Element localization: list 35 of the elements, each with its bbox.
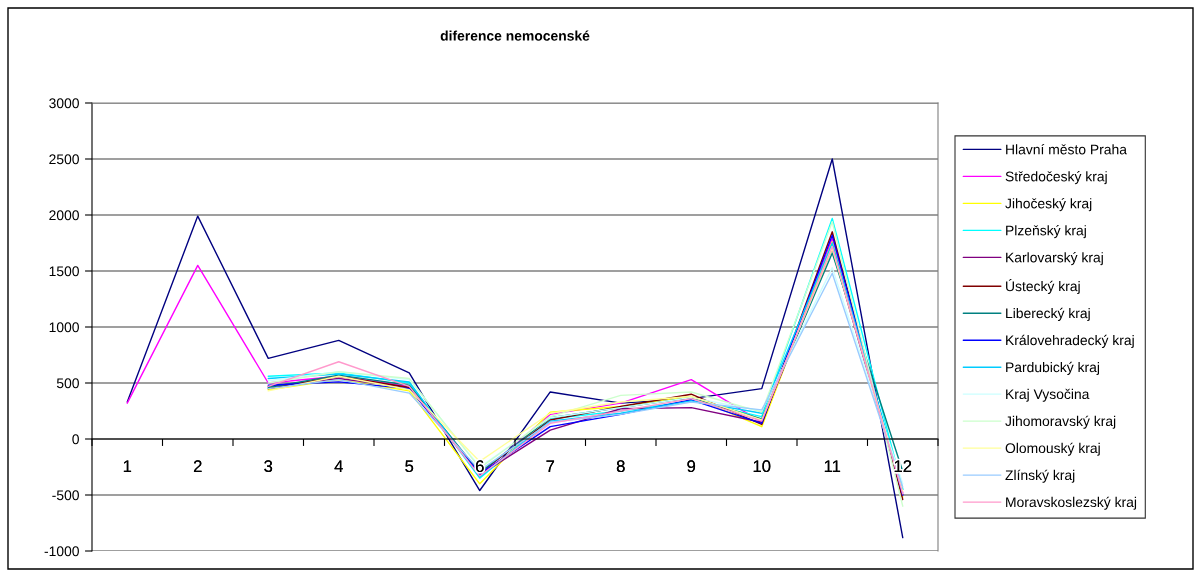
x-tick-label: 4 xyxy=(334,460,343,472)
x-tick-label: 9 xyxy=(687,460,696,473)
legend-label: Ústecký kraj xyxy=(1006,279,1080,294)
x-tick-label: 10 xyxy=(753,460,771,473)
legend-label: Moravskoslezský kraj xyxy=(1006,496,1137,510)
y-tick-label: 500 xyxy=(56,378,79,389)
legend-label: Královehradecký kraj xyxy=(1006,334,1134,348)
legend-label: Zlínský kraj xyxy=(1005,469,1075,483)
legend-label: Karlovarský kraj xyxy=(1006,252,1103,266)
legend-label: Plzeňský kraj xyxy=(1006,225,1086,239)
legend-label: Jihočeský kraj xyxy=(1005,198,1092,212)
y-tick-label: 2000 xyxy=(49,210,79,221)
y-tick-label: 1500 xyxy=(49,266,79,277)
y-tick-label: 1000 xyxy=(49,322,79,333)
x-tick-label: 1 xyxy=(123,460,132,472)
legend-label: Olomouský kraj xyxy=(1005,442,1100,456)
x-tick-label: 7 xyxy=(546,460,555,472)
x-tick-label: 3 xyxy=(264,460,273,473)
legend-label: Hlavní město Praha xyxy=(1006,144,1127,155)
y-tick-label: 0 xyxy=(72,434,79,445)
y-tick-label: 3000 xyxy=(49,98,79,109)
x-tick-label: 5 xyxy=(405,460,414,473)
y-tick-label: 2500 xyxy=(49,154,79,165)
chart-title: diference nemocenské xyxy=(440,30,590,41)
x-tick-label: 6 xyxy=(475,460,484,473)
legend-label: Středočeský kraj xyxy=(1005,171,1107,185)
legend-label: Pardubický kraj xyxy=(1006,361,1100,375)
y-tick-label: -1000 xyxy=(44,546,79,557)
x-tick-label: 2 xyxy=(193,460,202,472)
y-tick-label: -500 xyxy=(52,490,79,501)
x-tick-label: 11 xyxy=(824,460,841,472)
legend-label: Liberecký kraj xyxy=(1006,307,1090,321)
x-tick-label: 8 xyxy=(616,460,625,473)
legend-label: Kraj Vysočina xyxy=(1006,388,1090,402)
legend-label: Jihomoravský kraj xyxy=(1005,415,1116,429)
